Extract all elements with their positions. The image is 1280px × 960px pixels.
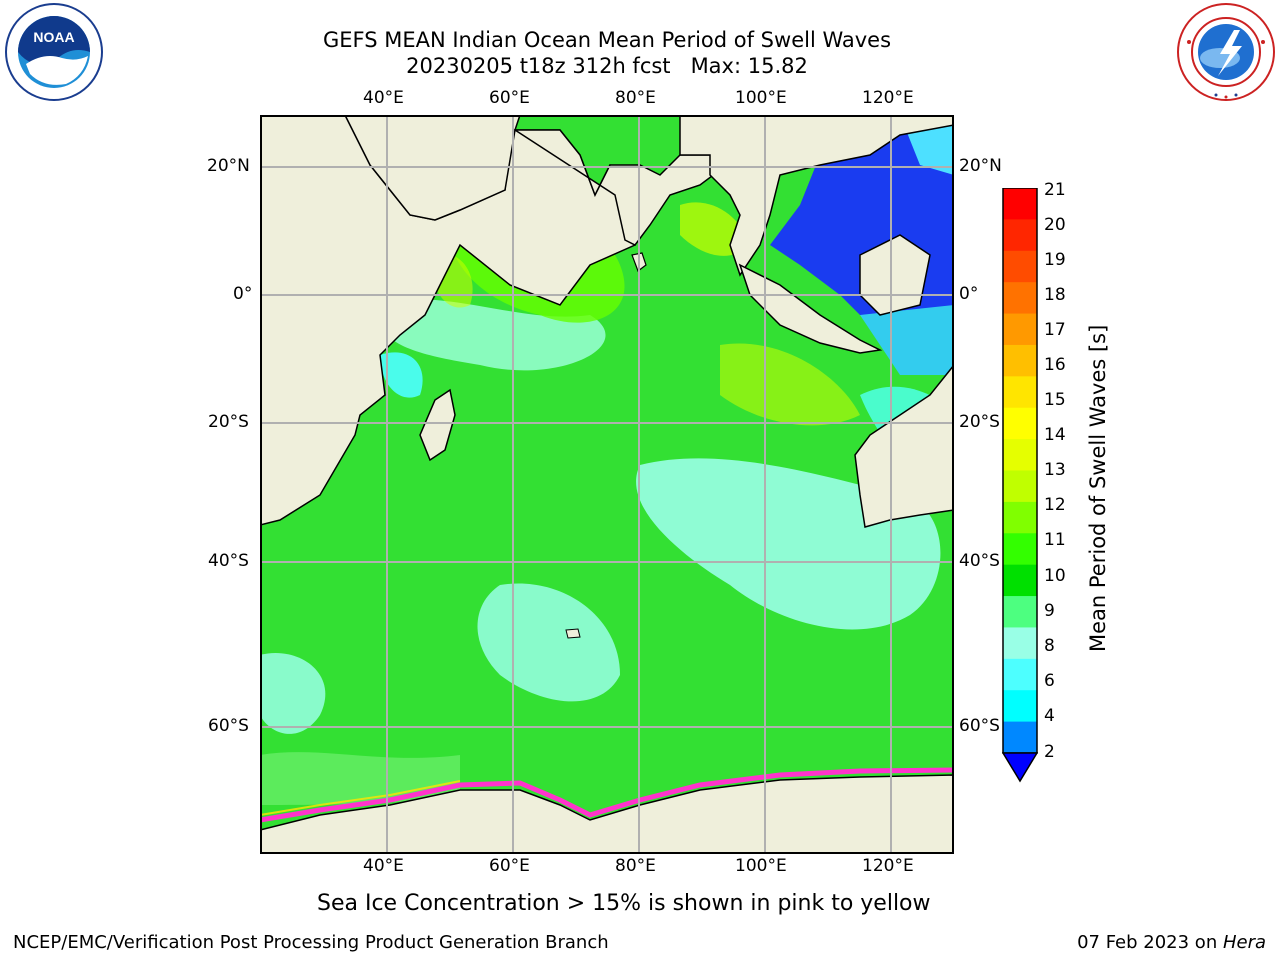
colorbar-band (1003, 533, 1037, 566)
colorbar-tick: 15 (1044, 390, 1066, 410)
lat-tick-left: 40°S (208, 551, 249, 571)
lon-tick-bottom: 100°E (735, 856, 787, 876)
lon-tick-bottom: 120°E (862, 856, 914, 876)
colorbar-tick: 6 (1044, 671, 1055, 691)
footer-date: 07 Feb 2023 on Hera (1077, 932, 1266, 953)
lon-tick-bottom: 60°E (489, 856, 530, 876)
colorbar-tick: 19 (1044, 250, 1066, 270)
lat-tick-left: 0° (233, 284, 253, 304)
chart-subtitle: 20230205 t18z 312h fcst Max: 15.82 (406, 54, 808, 78)
colorbar-band (1003, 627, 1037, 660)
sea-ice-edge (259, 767, 955, 823)
colorbar-tick: 14 (1044, 425, 1066, 445)
footer-date-text: 07 Feb 2023 on (1077, 932, 1223, 953)
colorbar-band (1003, 282, 1037, 315)
colorbar-band (1003, 596, 1037, 628)
lat-tick-right: 60°S (959, 716, 1000, 736)
lat-tick-left: 20°S (208, 412, 249, 432)
swell-field (260, 202, 954, 805)
colorbar-band (1003, 470, 1037, 503)
lon-tick-top: 60°E (489, 88, 530, 108)
colorbar-band (1003, 407, 1037, 440)
colorbar-tick: 16 (1044, 355, 1066, 375)
lon-tick-top: 40°E (363, 88, 404, 108)
lon-tick-top: 120°E (862, 88, 914, 108)
colorbar-label: Mean Period of Swell Waves [s] (1086, 324, 1110, 652)
footer-host: Hera (1222, 932, 1266, 953)
colorbar-tick: 20 (1044, 215, 1066, 235)
colorbar-tick: 8 (1044, 636, 1055, 656)
colorbar-tick: 9 (1044, 601, 1055, 621)
colorbar (1001, 187, 1039, 783)
colorbar-band (1003, 501, 1037, 534)
colorbar-tick: 21 (1044, 180, 1066, 200)
colorbar-tick: 4 (1044, 706, 1055, 726)
colorbar-band (1003, 250, 1037, 283)
colorbar-tick: 17 (1044, 320, 1066, 340)
colorbar-band (1003, 564, 1037, 597)
nws-logo (1176, 2, 1276, 102)
colorbar-tick: 11 (1044, 530, 1066, 550)
colorbar-band (1003, 721, 1037, 754)
map-frame (259, 114, 955, 855)
lon-tick-top: 80°E (615, 88, 656, 108)
lat-tick-left: 20°N (207, 156, 250, 176)
lon-tick-bottom: 80°E (615, 856, 656, 876)
colorbar-tick: 12 (1044, 495, 1066, 515)
footer-credit: NCEP/EMC/Verification Post Processing Pr… (13, 932, 609, 953)
colorbar-band (1003, 344, 1037, 377)
colorbar-tick: 18 (1044, 285, 1066, 305)
map-gridlines (260, 115, 954, 854)
chart-title: GEFS MEAN Indian Ocean Mean Period of Sw… (322, 28, 892, 52)
colorbar-band (1003, 658, 1037, 691)
lat-tick-left: 60°S (208, 716, 249, 736)
lat-tick-right: 0° (959, 284, 979, 304)
noaa-logo-text: NOAA (33, 29, 74, 45)
colorbar-band (1003, 439, 1037, 471)
colorbar-band (1003, 188, 1037, 220)
lat-tick-right: 40°S (959, 551, 1000, 571)
sea-ice-caption: Sea Ice Concentration > 15% is shown in … (317, 891, 931, 916)
lon-tick-top: 100°E (735, 88, 787, 108)
lon-tick-bottom: 40°E (363, 856, 404, 876)
colorbar-band (1003, 376, 1037, 409)
colorbar-band (1003, 690, 1037, 723)
lat-tick-right: 20°S (959, 412, 1000, 432)
colorbar-tick: 13 (1044, 460, 1066, 480)
colorbar-tick: 2 (1044, 742, 1055, 762)
swell-period-map (259, 114, 955, 855)
colorbar-bands (1001, 187, 1039, 783)
colorbar-tick: 10 (1044, 566, 1066, 586)
lat-tick-right: 20°N (959, 156, 1002, 176)
noaa-logo: NOAA (4, 2, 104, 102)
colorbar-band (1003, 219, 1037, 252)
colorbar-band (1003, 313, 1037, 346)
colorbar-extend-arrow (1001, 752, 1039, 783)
